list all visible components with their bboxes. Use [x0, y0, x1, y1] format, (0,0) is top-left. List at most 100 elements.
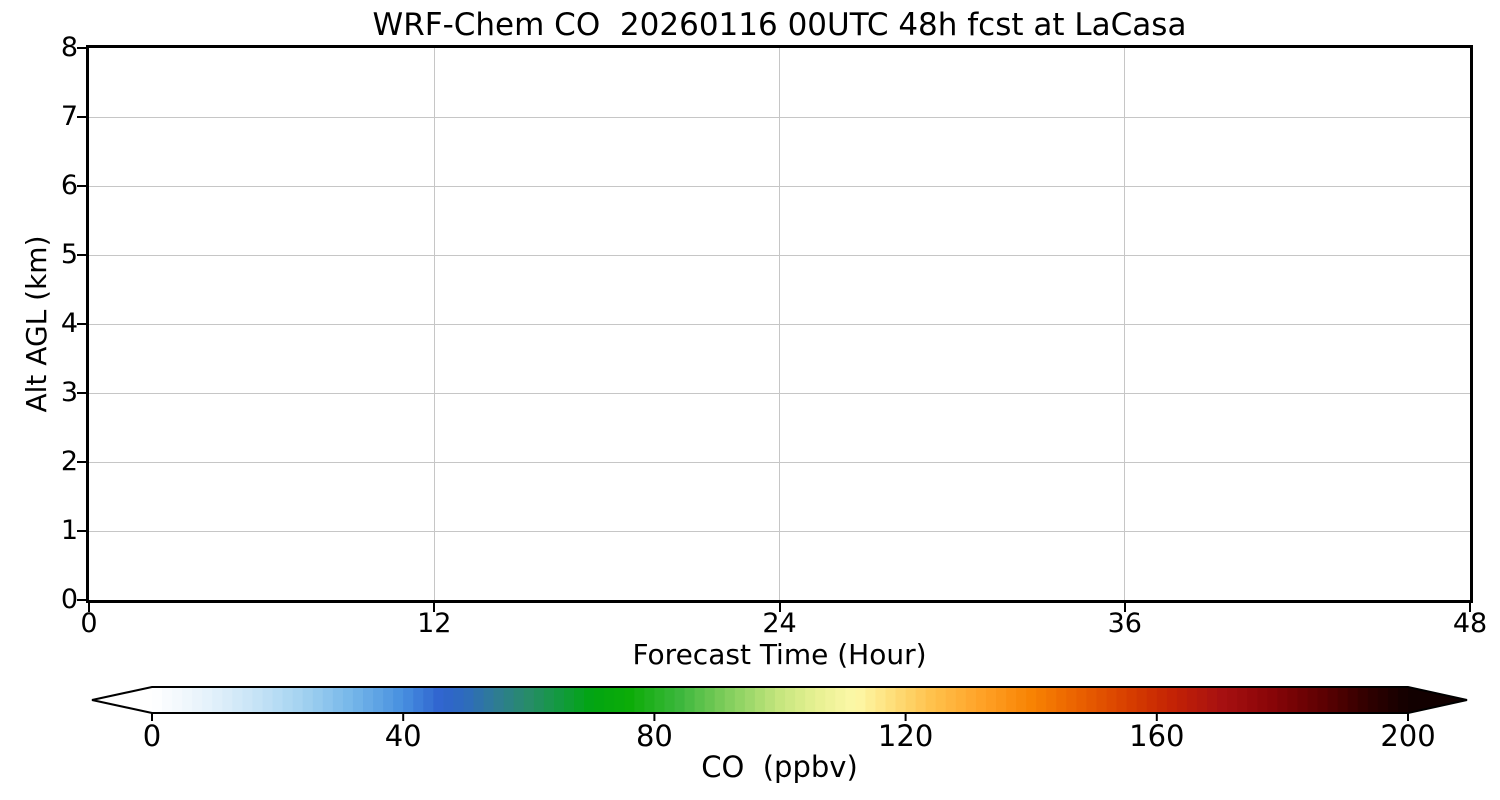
x-axis-label: Forecast Time (Hour): [632, 638, 927, 671]
y-tick-label: 5: [60, 239, 78, 270]
colorbar-segment: [363, 687, 374, 713]
colorbar-segment: [1136, 687, 1148, 713]
colorbar-segment: [865, 687, 877, 713]
colorbar-segment: [1397, 687, 1409, 713]
colorbar-segment: [383, 687, 394, 713]
x-tick-label: 36: [1107, 608, 1142, 639]
colorbar-segment: [1257, 687, 1269, 713]
y-tick-label: 4: [60, 308, 78, 339]
colorbar-segment: [1307, 687, 1319, 713]
colorbar-segment: [1357, 687, 1369, 713]
y-gridline: [89, 254, 1470, 256]
colorbar-segment: [172, 687, 183, 713]
colorbar-segment: [162, 687, 173, 713]
y-gridline: [89, 185, 1470, 187]
x-tick-label: 12: [417, 608, 452, 639]
colorbar-segment: [312, 687, 324, 713]
colorbar-segment: [1337, 687, 1349, 713]
colorbar-segment: [342, 687, 354, 713]
colorbar-segment: [714, 687, 726, 713]
colorbar-segment: [574, 687, 585, 713]
colorbar-segment: [1277, 687, 1289, 713]
colorbar-segment: [553, 687, 565, 713]
colorbar-segment: [1146, 687, 1158, 713]
colorbar-segment: [915, 687, 927, 713]
colorbar-segment: [1267, 687, 1279, 713]
x-tickmark: [433, 603, 436, 612]
colorbar-segment: [1026, 687, 1037, 713]
colorbar-tick-label: 40: [384, 719, 422, 753]
colorbar-segment: [423, 687, 435, 713]
x-tickmark: [1123, 603, 1126, 612]
colorbar-segment: [403, 687, 414, 713]
colorbar-segment: [182, 687, 193, 713]
colorbar-segment: [1046, 687, 1058, 713]
colorbar-segment: [292, 687, 304, 713]
colorbar-segment: [996, 687, 1007, 713]
colorbar-segment: [152, 687, 163, 713]
colorbar-tick-label: 0: [142, 719, 162, 753]
colorbar-segment: [925, 687, 937, 713]
y-tickmark: [77, 599, 86, 601]
colorbar-segment: [503, 687, 515, 713]
colorbar-segment: [624, 687, 636, 713]
y-gridline: [89, 392, 1470, 394]
colorbar-segment: [262, 687, 274, 713]
y-tick-label: 2: [60, 446, 78, 477]
colorbar-segment: [212, 687, 224, 713]
colorbar: [91, 686, 1468, 721]
y-tickmark: [77, 530, 86, 532]
colorbar-segment: [945, 687, 957, 713]
colorbar-segment: [785, 687, 796, 713]
colorbar-segment: [473, 687, 485, 713]
y-tick-label: 3: [60, 377, 78, 408]
colorbar-segment: [754, 687, 766, 713]
colorbar-tick-label: 80: [635, 719, 673, 753]
colorbar-segment: [563, 687, 575, 713]
colorbar-segment: [1016, 687, 1027, 713]
colorbar-segment: [523, 687, 535, 713]
colorbar-segment: [654, 687, 666, 713]
colorbar-segment: [282, 687, 294, 713]
x-tick-label: 0: [80, 608, 98, 639]
colorbar-segment: [1237, 687, 1248, 713]
colorbar-under-arrow: [92, 687, 152, 713]
colorbar-segment: [644, 687, 656, 713]
colorbar-segment: [222, 687, 234, 713]
x-tick-label: 24: [762, 608, 797, 639]
y-tickmark: [77, 185, 86, 187]
colorbar-segment: [895, 687, 907, 713]
colorbar-segment: [1116, 687, 1128, 713]
colorbar-segment: [764, 687, 776, 713]
x-tickmark: [88, 603, 90, 612]
colorbar-over-arrow: [1408, 687, 1467, 713]
colorbar-segment: [774, 687, 786, 713]
colorbar-label: CO (ppbv): [701, 750, 858, 784]
colorbar-segment: [584, 687, 595, 713]
y-tick-label: 1: [60, 515, 78, 546]
colorbar-segment: [664, 687, 676, 713]
colorbar-segment: [1086, 687, 1098, 713]
colorbar-segment: [232, 687, 244, 713]
colorbar-segment: [1207, 687, 1218, 713]
colorbar-segment: [825, 687, 836, 713]
colorbar-segment: [533, 687, 545, 713]
colorbar-segment: [955, 687, 967, 713]
colorbar-segment: [885, 687, 897, 713]
colorbar-segment: [694, 687, 706, 713]
colorbar-segment: [1176, 687, 1188, 713]
colorbar-segment: [1096, 687, 1108, 713]
colorbar-segment: [634, 687, 646, 713]
y-tickmark: [77, 47, 86, 49]
colorbar-segment: [684, 687, 696, 713]
colorbar-segment: [935, 687, 947, 713]
colorbar-segment: [1106, 687, 1118, 713]
colorbar-segment: [1126, 687, 1138, 713]
x-tickmark: [778, 603, 781, 612]
colorbar-segment: [835, 687, 847, 713]
colorbar-segment: [463, 687, 475, 713]
colorbar-segment: [1347, 687, 1359, 713]
colorbar-segment: [905, 687, 917, 713]
colorbar-segment: [373, 687, 384, 713]
